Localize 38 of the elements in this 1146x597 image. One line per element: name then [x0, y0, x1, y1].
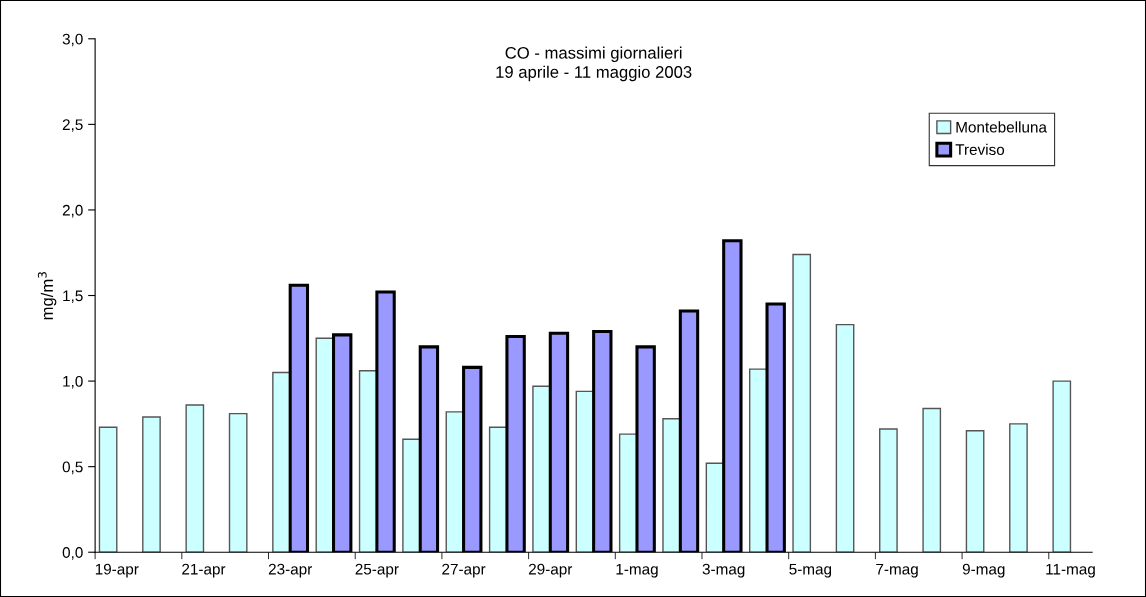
bar: [532, 385, 551, 553]
bar: [1009, 423, 1028, 553]
x-tick-label: 1-mag: [616, 563, 658, 578]
bar: [142, 416, 161, 553]
y-axis-title: mg/m$^{3}$: [37, 272, 57, 320]
bar: [185, 404, 205, 553]
x-tick-label: 3-mag: [702, 563, 745, 578]
bar: [835, 323, 855, 553]
x-tick-label: 19-apr: [95, 563, 139, 578]
text: CO - massimi giornalieri 19 aprile - 11 maggio 2003: [496, 46, 692, 82]
legend-label: Montebelluna: [956, 121, 1047, 133]
x-tick-label: 9-mag: [962, 563, 1005, 578]
x-tick-label: 5-mag: [789, 563, 832, 578]
x-tick-label: 27-apr: [442, 563, 486, 578]
y-tick-label: 1,5: [63, 290, 83, 304]
bar: [98, 426, 118, 553]
x-tick-label: 25-apr: [355, 563, 399, 578]
bar: [879, 428, 898, 553]
x-tick-label: 21-apr: [182, 563, 226, 578]
legend-label: Treviso: [955, 143, 1005, 156]
y-tick-label: 2,5: [62, 119, 83, 132]
bar: [1052, 380, 1072, 553]
y-tick-label: 0,0: [62, 547, 83, 560]
y-tick-label: 3,0: [62, 33, 83, 47]
y-tick-label: 2,0: [62, 204, 83, 218]
bar: [792, 253, 812, 553]
bar: [228, 412, 248, 553]
bar: [965, 430, 985, 553]
x-tick-label: 11-mag: [1046, 563, 1095, 578]
y-tick-label: 0,5: [62, 461, 83, 475]
y-tick-label: 1,0: [63, 375, 83, 389]
bar: [272, 371, 291, 553]
bar: [662, 418, 682, 553]
bar: [402, 438, 421, 553]
x-tick-label: 23-apr: [268, 563, 313, 578]
x-tick-label: 7-mag: [876, 563, 918, 578]
bar: [922, 407, 942, 553]
x-tick-label: 29-apr: [528, 563, 573, 578]
